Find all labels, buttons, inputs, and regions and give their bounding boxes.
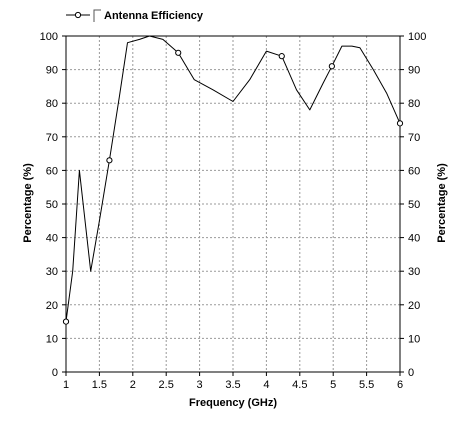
legend-entry-label: Antenna Efficiency: [104, 10, 204, 22]
data-point-marker: [62, 318, 70, 325]
x-tick-label: 3: [197, 379, 203, 391]
y-tick-label-right: 40: [408, 233, 420, 245]
y-tick-label-left: 50: [46, 199, 58, 211]
y-tick-label-left: 20: [46, 300, 58, 312]
x-tick-label: 2: [130, 379, 136, 391]
y-tick-label-left: 10: [46, 333, 58, 345]
x-tick-label: 5.5: [359, 379, 374, 391]
y-tick-label-right: 50: [408, 199, 420, 211]
data-point-marker: [278, 53, 285, 60]
y-tick-label-right: 80: [408, 98, 420, 110]
y-tick-label-left: 0: [52, 367, 58, 379]
y-tick-label-left: 70: [46, 132, 58, 144]
x-tick-label: 4: [263, 379, 269, 391]
legend: Antenna Efficiency: [66, 9, 204, 22]
y-axis-label-left: Percentage (%): [22, 163, 34, 243]
legend-checkbox-icon: [93, 9, 101, 22]
y-tick-label-right: 10: [408, 333, 420, 345]
y-tick-label-left: 40: [46, 233, 58, 245]
y-tick-label-left: 30: [46, 266, 58, 278]
y-tick-label-right: 0: [408, 367, 414, 379]
x-tick-label: 5: [330, 379, 336, 391]
x-tick-label: 2.5: [159, 379, 174, 391]
y-tick-label-right: 70: [408, 132, 420, 144]
x-tick-label: 3.5: [225, 379, 240, 391]
x-tick-label: 4.5: [292, 379, 307, 391]
data-point-marker: [175, 49, 182, 56]
grid: [66, 36, 400, 372]
series-line-antenna-efficiency: [65, 35, 401, 322]
y-tick-label-right: 20: [408, 300, 420, 312]
y-tick-label-right: 60: [408, 165, 420, 177]
y-tick-label-right: 100: [408, 31, 426, 43]
x-tick-label: 1.5: [92, 379, 107, 391]
x-axis-label: Frequency (GHz): [189, 397, 277, 409]
x-tick-label: 6: [397, 379, 403, 391]
y-tick-label-left: 90: [46, 65, 58, 77]
y-axis-label-right: Percentage (%): [436, 163, 448, 243]
y-tick-label-right: 30: [408, 266, 420, 278]
y-tick-label-left: 100: [40, 31, 58, 43]
y-tick-label-left: 60: [46, 165, 58, 177]
data-point-marker: [106, 157, 113, 164]
series: [62, 35, 404, 325]
y-tick-label-left: 80: [46, 98, 58, 110]
y-tick-label-right: 90: [408, 65, 420, 77]
legend-marker-swatch: [74, 11, 82, 19]
x-tick-label: 1: [63, 379, 69, 391]
data-point-marker: [328, 63, 335, 70]
data-point-marker: [396, 120, 404, 127]
